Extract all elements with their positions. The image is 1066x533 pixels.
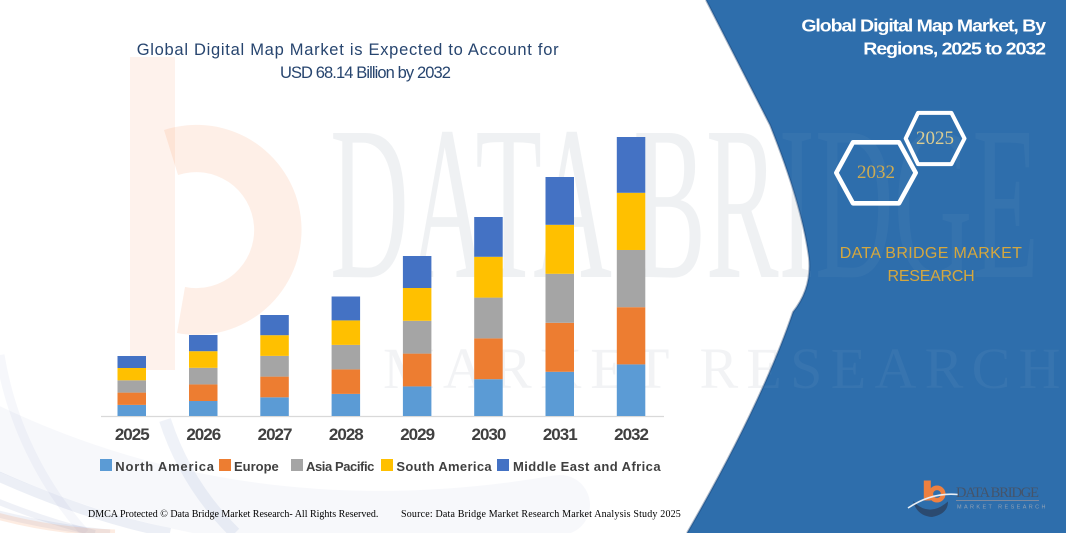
svg-text:MARKET RESEARCH: MARKET RESEARCH <box>957 505 1048 511</box>
svg-text:DATA BRIDGE: DATA BRIDGE <box>956 485 1039 501</box>
